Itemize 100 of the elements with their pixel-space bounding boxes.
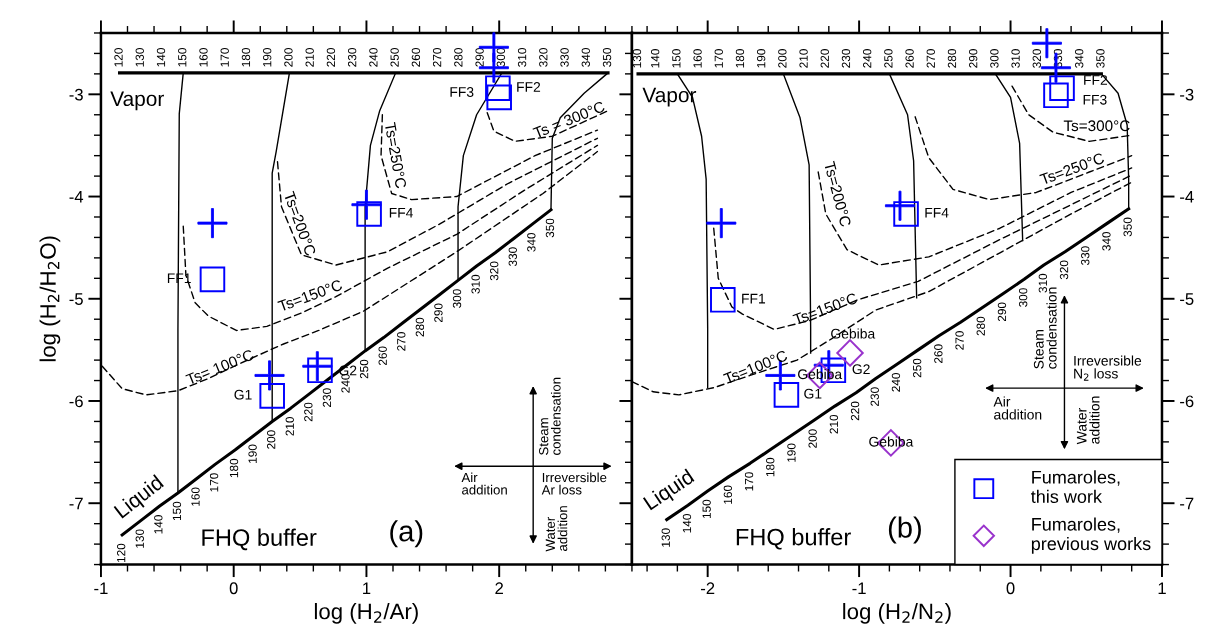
annotation: FF3: [450, 87, 474, 97]
annotation: 320: [1059, 260, 1069, 280]
annotation: 250: [359, 359, 369, 379]
annotation: 310: [1038, 273, 1048, 293]
annotation: 180: [766, 457, 775, 477]
x-tick-label: 1: [1158, 582, 1166, 594]
annotation: 130: [661, 528, 670, 547]
annotation: FHQ buffer: [202, 528, 317, 551]
annotation: 270: [955, 331, 964, 350]
annotation: FF3: [1083, 94, 1107, 105]
annotation: 260: [411, 48, 421, 67]
annotation: 300: [452, 289, 462, 308]
annotation: 200: [267, 430, 276, 449]
annotation: 270: [926, 49, 935, 68]
annotation: G1: [804, 388, 822, 399]
annotation: 250: [390, 48, 399, 67]
annotation: 280: [976, 316, 985, 336]
annotation: 280: [454, 48, 463, 67]
annotation: 220: [326, 48, 336, 67]
annotation: 170: [744, 472, 754, 491]
annotation: 290: [434, 303, 443, 323]
y-axis-title: log (H$_{2}$/H$_{2}$O): [39, 236, 61, 362]
annotation: 190: [787, 443, 796, 462]
x-tick-label: -1: [852, 582, 866, 594]
annotation: Water addition: [1076, 396, 1100, 445]
annotation: 140: [682, 514, 692, 533]
annotation: 180: [735, 49, 745, 68]
y-tick-label: -5: [69, 293, 83, 305]
annotation: 240: [863, 49, 872, 68]
annotation: FHQ buffer: [736, 528, 851, 550]
x-tick-label: 2: [495, 582, 503, 594]
y-tick-label: -4: [69, 191, 84, 203]
annotation: 150: [702, 499, 711, 519]
annotation: 160: [199, 48, 208, 67]
annotation: 240: [341, 374, 350, 393]
annotation: 170: [714, 49, 723, 68]
annotation: 300: [1018, 288, 1028, 307]
annotation: 150: [172, 501, 182, 521]
annotation: 280: [415, 317, 425, 337]
annotation: 300: [496, 48, 506, 67]
annotation: Ts= 100°C: [185, 348, 255, 386]
annotation: Gebiba: [831, 328, 876, 339]
annotation: 220: [820, 49, 829, 68]
y-tick-label: -6: [69, 395, 83, 408]
annotation: 130: [135, 529, 144, 548]
annotation: 330: [508, 247, 517, 267]
annotation: Air addition: [993, 396, 1042, 420]
annotation: 290: [997, 302, 1007, 322]
annotation: 350: [545, 218, 555, 238]
annotation: 230: [347, 48, 357, 67]
annotation: 340: [527, 232, 536, 252]
y-tick-label: -3: [69, 88, 83, 101]
annotation: 200: [284, 48, 293, 67]
annotation: 180: [229, 458, 239, 478]
x-tick-label: 0: [229, 582, 238, 595]
annotation: 160: [723, 485, 733, 504]
y-tick-label: -4: [1180, 191, 1194, 203]
annotation: 320: [490, 261, 499, 281]
annotation: 250: [884, 49, 893, 68]
annotation: 350: [1123, 217, 1132, 237]
annotation: 130: [632, 49, 642, 68]
annotation: 270: [397, 332, 406, 351]
annotation: 190: [756, 49, 766, 68]
annotation: 160: [693, 49, 702, 68]
annotation: 330: [1081, 246, 1090, 266]
annotation: 320: [539, 48, 548, 67]
annotation: 260: [934, 344, 943, 364]
annotation: 170: [209, 473, 219, 492]
annotation: 250: [912, 358, 922, 378]
annotation: Air addition: [461, 472, 507, 495]
x-axis-title: log (H$_{2}$/Ar): [314, 603, 418, 624]
annotation: 240: [369, 48, 378, 67]
annotation: 140: [650, 49, 660, 68]
annotation: 230: [870, 387, 879, 406]
legend-label: Fumaroles, previous works: [1031, 517, 1151, 554]
annotation: 160: [191, 487, 200, 506]
annotation: 340: [1075, 49, 1084, 68]
annotation: G2: [852, 364, 870, 375]
annotation: 290: [475, 48, 484, 67]
y-tick-label: -7: [1180, 497, 1194, 510]
annotation: 290: [969, 49, 978, 68]
x-tick-label: 0: [1006, 582, 1015, 595]
annotation: 230: [841, 49, 851, 68]
annotation: FF2: [517, 82, 541, 92]
annotation: 350: [1096, 49, 1105, 68]
y-tick-label: -6: [1180, 395, 1194, 408]
annotation: 280: [947, 49, 957, 68]
annotation: 130: [135, 48, 144, 67]
annotation: 310: [517, 48, 527, 67]
annotation: FF4: [389, 207, 413, 218]
y-tick-label: -7: [69, 497, 83, 510]
annotation: 150: [178, 48, 187, 67]
annotation: FF4: [925, 207, 949, 218]
x-tick-label: 1: [363, 582, 371, 594]
annotation: 270: [432, 48, 442, 67]
annotation: FF1: [742, 293, 766, 304]
annotation: Irreversible Ar loss: [541, 472, 607, 495]
annotation: 200: [778, 49, 787, 68]
annotation: 340: [581, 48, 590, 67]
annotation: 200: [808, 429, 817, 448]
